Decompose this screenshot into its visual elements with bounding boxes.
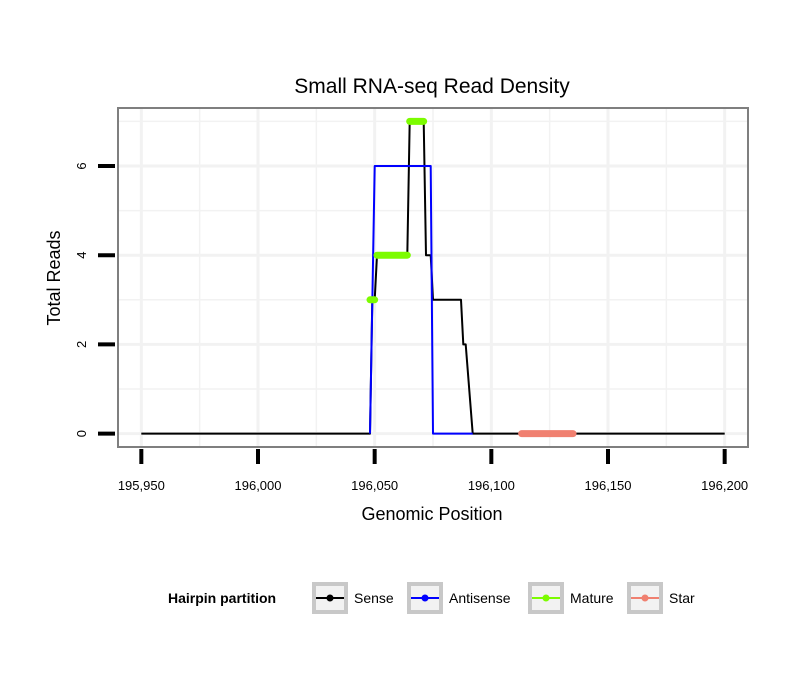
y-tick-label: 0: [74, 430, 89, 437]
legend-key-point-antisense: [421, 594, 429, 602]
legend-label-star: Star: [669, 590, 695, 606]
x-tick-label: 196,050: [351, 478, 398, 493]
x-tick-label: 196,150: [585, 478, 632, 493]
legend-label-antisense: Antisense: [449, 590, 511, 606]
x-axis: 195,950 196,000 196,050 196,100 196,150 196,2…: [118, 449, 748, 493]
legend-key-point-sense: [326, 594, 334, 602]
legend: Hairpin partition Sense Antisense Mature Sta…: [168, 582, 695, 614]
x-tick-label: 195,950: [118, 478, 165, 493]
plot-panel: [117, 107, 749, 448]
series-line-antisense: [369, 165, 473, 435]
y-axis: 0 2 4 6: [74, 162, 115, 437]
legend-key-point-mature: [542, 594, 550, 602]
plot-border: [117, 107, 749, 448]
legend-label-mature: Mature: [570, 590, 614, 606]
legend-key-point-star: [641, 594, 649, 602]
x-tick-label: 196,100: [468, 478, 515, 493]
y-tick-label: 4: [74, 252, 89, 259]
y-tick-label: 6: [74, 162, 89, 169]
x-tick-label: 196,000: [235, 478, 282, 493]
y-axis-title: Total Reads: [44, 230, 64, 325]
x-axis-title: Genomic Position: [361, 504, 502, 524]
x-tick-label: 196,200: [701, 478, 748, 493]
y-tick-label: 2: [74, 341, 89, 348]
chart-title: Small RNA-seq Read Density: [294, 75, 570, 98]
legend-title: Hairpin partition: [168, 590, 276, 606]
legend-label-sense: Sense: [354, 590, 394, 606]
